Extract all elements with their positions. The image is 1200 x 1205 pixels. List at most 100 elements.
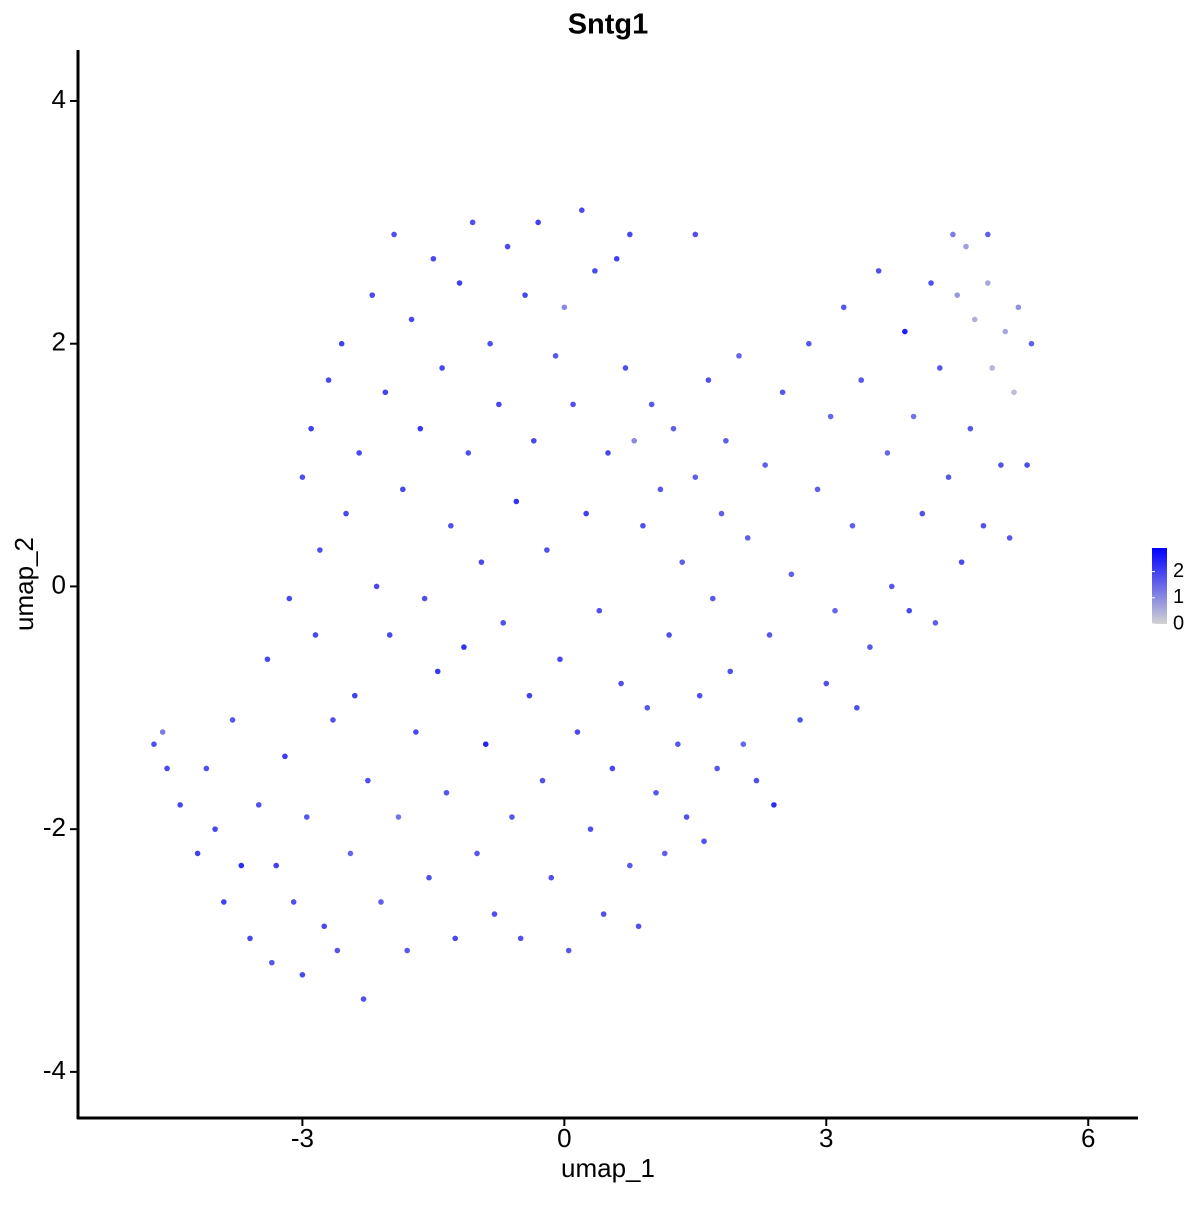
point (718, 510, 725, 517)
point (369, 292, 376, 298)
point (487, 340, 493, 347)
point (177, 802, 183, 808)
point (1028, 340, 1035, 347)
point (928, 280, 934, 286)
point (343, 510, 349, 517)
point (600, 911, 607, 917)
point (989, 365, 995, 371)
point (465, 450, 472, 456)
point (906, 607, 913, 614)
point (587, 826, 594, 832)
point (963, 243, 969, 250)
point (945, 474, 952, 481)
point (858, 377, 865, 383)
point (194, 850, 201, 857)
point (827, 413, 834, 420)
point (902, 328, 908, 335)
chart-title: Sntg1 (568, 9, 649, 41)
point (400, 486, 406, 493)
point (351, 692, 358, 699)
point (627, 231, 633, 238)
point (321, 923, 328, 930)
point (330, 717, 336, 723)
point (334, 947, 341, 954)
point (709, 595, 716, 602)
point (356, 450, 362, 456)
point (985, 280, 991, 286)
point (958, 559, 965, 565)
point (299, 971, 306, 978)
point (727, 668, 734, 675)
x-tick-label: 3 (819, 1123, 833, 1153)
point (1015, 304, 1022, 311)
point (1024, 462, 1030, 468)
point (714, 765, 720, 772)
point (303, 814, 310, 820)
point (478, 559, 485, 565)
point (386, 632, 393, 638)
point (164, 765, 170, 772)
point (613, 255, 620, 262)
point (823, 680, 830, 687)
point (771, 802, 777, 808)
point (631, 437, 637, 444)
point (653, 789, 659, 796)
point (548, 874, 555, 881)
point (378, 899, 384, 905)
point (530, 437, 537, 444)
y-tick-label: 2 (52, 327, 66, 357)
point (1006, 535, 1013, 541)
point (627, 862, 633, 869)
point (426, 874, 432, 881)
point (439, 365, 445, 371)
point (574, 729, 581, 735)
y-tick-label: -4 (43, 1055, 66, 1085)
point (592, 268, 598, 274)
x-axis-title: umap_1 (561, 1153, 655, 1183)
point (932, 620, 939, 626)
point (474, 850, 480, 857)
point (430, 255, 437, 262)
point (723, 437, 729, 444)
point (347, 850, 354, 857)
point (500, 620, 507, 626)
point (579, 207, 585, 213)
point (644, 704, 651, 711)
point (832, 607, 838, 614)
point (317, 547, 323, 553)
point (365, 777, 371, 784)
point (675, 741, 681, 747)
point (692, 474, 699, 481)
point (308, 425, 314, 432)
point (229, 717, 236, 723)
point (212, 826, 218, 832)
point (740, 741, 747, 747)
point (936, 365, 943, 371)
point (522, 292, 528, 298)
point (875, 268, 882, 274)
point (452, 935, 458, 942)
point (849, 522, 856, 529)
point (151, 741, 157, 747)
point (290, 899, 297, 905)
point (413, 729, 419, 735)
point (565, 947, 572, 954)
point (282, 753, 288, 760)
x-tick-label: 6 (1081, 1123, 1095, 1153)
point (456, 280, 463, 286)
point (762, 462, 768, 468)
point (203, 765, 210, 772)
point (788, 571, 795, 578)
point (544, 547, 550, 553)
point (421, 595, 428, 602)
point (504, 243, 511, 250)
point (491, 911, 498, 917)
point (701, 838, 707, 845)
point (696, 692, 703, 699)
point (269, 959, 275, 966)
point (705, 377, 712, 383)
point (395, 814, 402, 820)
point (766, 632, 773, 638)
point (950, 231, 956, 238)
